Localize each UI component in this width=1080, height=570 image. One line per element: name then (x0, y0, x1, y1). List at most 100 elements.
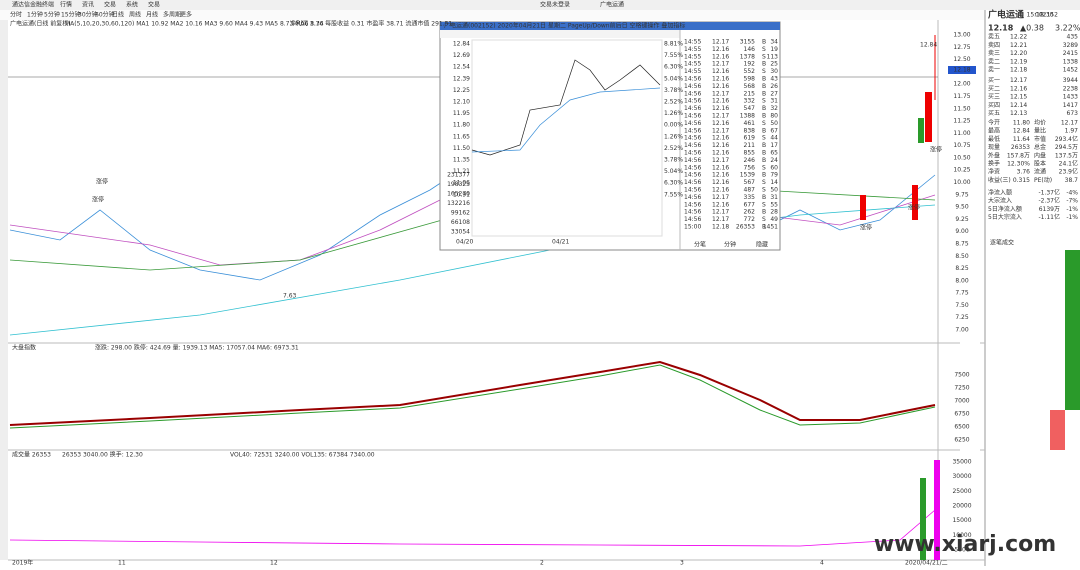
flow-label: 净流入额 (988, 189, 1012, 197)
stat-label: 量比 (1034, 127, 1046, 135)
tick-vol: 1388 (740, 113, 755, 120)
tick-time: 14:56 (684, 98, 701, 105)
tick-price: 12.16 (712, 46, 729, 53)
axis-label: 13.00 (953, 32, 970, 39)
quote-code: 002152 (1035, 12, 1058, 19)
axis-label: 5000 (954, 547, 969, 554)
tick-vol: 547 (744, 105, 756, 112)
popup-price: 12.84 (453, 41, 470, 48)
tick-price: 12.16 (712, 179, 729, 186)
axis-label: 7.25 (955, 314, 969, 321)
period-tab[interactable]: 15分钟 (61, 11, 81, 19)
axis-label: 20000 (952, 503, 971, 510)
stat-label: 现量 (988, 144, 1000, 151)
tick-time: 14:56 (684, 113, 701, 120)
popup-plot (471, 39, 663, 237)
date-label: 3 (680, 560, 684, 567)
flow-pct: -7% (1066, 198, 1078, 205)
popup-price: 12.69 (453, 52, 470, 59)
menu[interactable]: 交易 (104, 1, 116, 9)
tick-price: 12.16 (712, 105, 729, 112)
tick-side: B (762, 224, 766, 231)
flow-label: 5日净流入额 (988, 205, 1022, 213)
tick-side: B (762, 83, 766, 90)
popup-button[interactable]: 分笔 (694, 241, 706, 249)
tick-vol: 619 (744, 135, 756, 142)
tick-count: 1451 (763, 224, 778, 231)
period-tab[interactable]: 日线 (112, 11, 124, 19)
popup-pct: 8.81% (664, 41, 683, 48)
tick-price: 12.16 (712, 187, 729, 194)
index-line (9, 360, 936, 426)
popup-pct: 0.00% (664, 122, 683, 129)
tick-price: 12.16 (712, 150, 729, 157)
watermark: www.xiarj.com (874, 532, 1056, 557)
popup-subbar (440, 30, 680, 38)
stat-value: 1.97 (1065, 128, 1079, 135)
axis-label: 8.25 (955, 265, 969, 272)
popup-pct: 1.26% (664, 133, 683, 140)
menu[interactable]: 系统 (126, 1, 138, 9)
axis-label: 10.75 (953, 142, 970, 149)
book-vol: 1338 (1063, 58, 1078, 65)
tick-side: S (762, 164, 766, 171)
tick-time: 14:56 (684, 105, 701, 112)
tick-vol: 598 (744, 76, 756, 83)
popup-pct: 5.04% (664, 168, 683, 175)
period-tab[interactable]: 周线 (129, 11, 141, 19)
period-tab[interactable]: 30分钟 (78, 11, 98, 19)
book-price: 12.20 (1010, 50, 1027, 57)
tick-price: 12.17 (712, 209, 729, 216)
menu[interactable]: 行情 (60, 1, 72, 9)
tick-time: 14:56 (684, 172, 701, 179)
tick-time: 14:56 (684, 209, 701, 216)
period-tab[interactable]: 1分钟 (27, 11, 43, 19)
limit-up-tag: 涨停 (908, 204, 920, 212)
tick-side: B (762, 61, 766, 68)
popup-button[interactable]: 分钟 (724, 241, 736, 249)
axis-label: 11.00 (953, 130, 970, 137)
fin-info: 净利润 3.76 每股收益 0.31 市盈率 38.71 流通市值 291.51 (290, 20, 452, 28)
tick-time: 14:56 (684, 164, 701, 171)
intraday-line (471, 59, 661, 156)
period-tab[interactable]: 60分钟 (95, 11, 115, 19)
vol-bar (920, 478, 926, 560)
axis-label: 6250 (954, 437, 969, 444)
menu[interactable]: 交易 (148, 1, 160, 9)
period-tab[interactable]: 多周期 (163, 11, 181, 19)
popup-vol: 231377 (447, 172, 470, 179)
stat-value: 26353 (1011, 144, 1030, 151)
tick-count: 60 (770, 164, 778, 171)
tick-side: S (762, 120, 766, 127)
period-tab[interactable]: 5分钟 (44, 11, 60, 19)
tick-price: 12.16 (712, 83, 729, 90)
tick-vol: 568 (744, 83, 756, 90)
tick-vol: 146 (744, 46, 756, 53)
flow-value: 6139万 (1039, 206, 1060, 213)
tick-side: B (762, 127, 766, 134)
axis-label: 11.25 (953, 118, 970, 125)
menu[interactable]: 资讯 (82, 1, 94, 9)
tick-side: B (762, 157, 766, 164)
login-status: 交易未登录 (540, 1, 570, 9)
popup-pct: 3.78% (664, 87, 683, 94)
popup-pct: 6.30% (664, 180, 683, 187)
tick-vol: 567 (744, 179, 756, 186)
period-tab[interactable]: 更多 (180, 11, 192, 19)
book-label: 卖五 (988, 34, 1000, 41)
vol-bar (934, 460, 940, 560)
period-tab[interactable]: 月线 (146, 11, 158, 19)
tick-side: S (762, 179, 766, 186)
candle (912, 185, 918, 220)
period-tab[interactable]: 分时 (10, 11, 22, 19)
flow-label: 大宗流入 (988, 197, 1012, 205)
popup-button[interactable]: 隐藏 (756, 241, 768, 249)
tick-time: 14:56 (684, 127, 701, 134)
tick-time: 14:55 (684, 39, 701, 46)
index-values: 涨跌: 298.00 跌停: 424.69 量: 1939.13 MA5: 17… (95, 344, 299, 352)
avg-line (471, 87, 661, 153)
axis-label: 10000 (952, 532, 971, 539)
tag-bg (948, 66, 976, 74)
axis-label: 7250 (954, 385, 969, 392)
